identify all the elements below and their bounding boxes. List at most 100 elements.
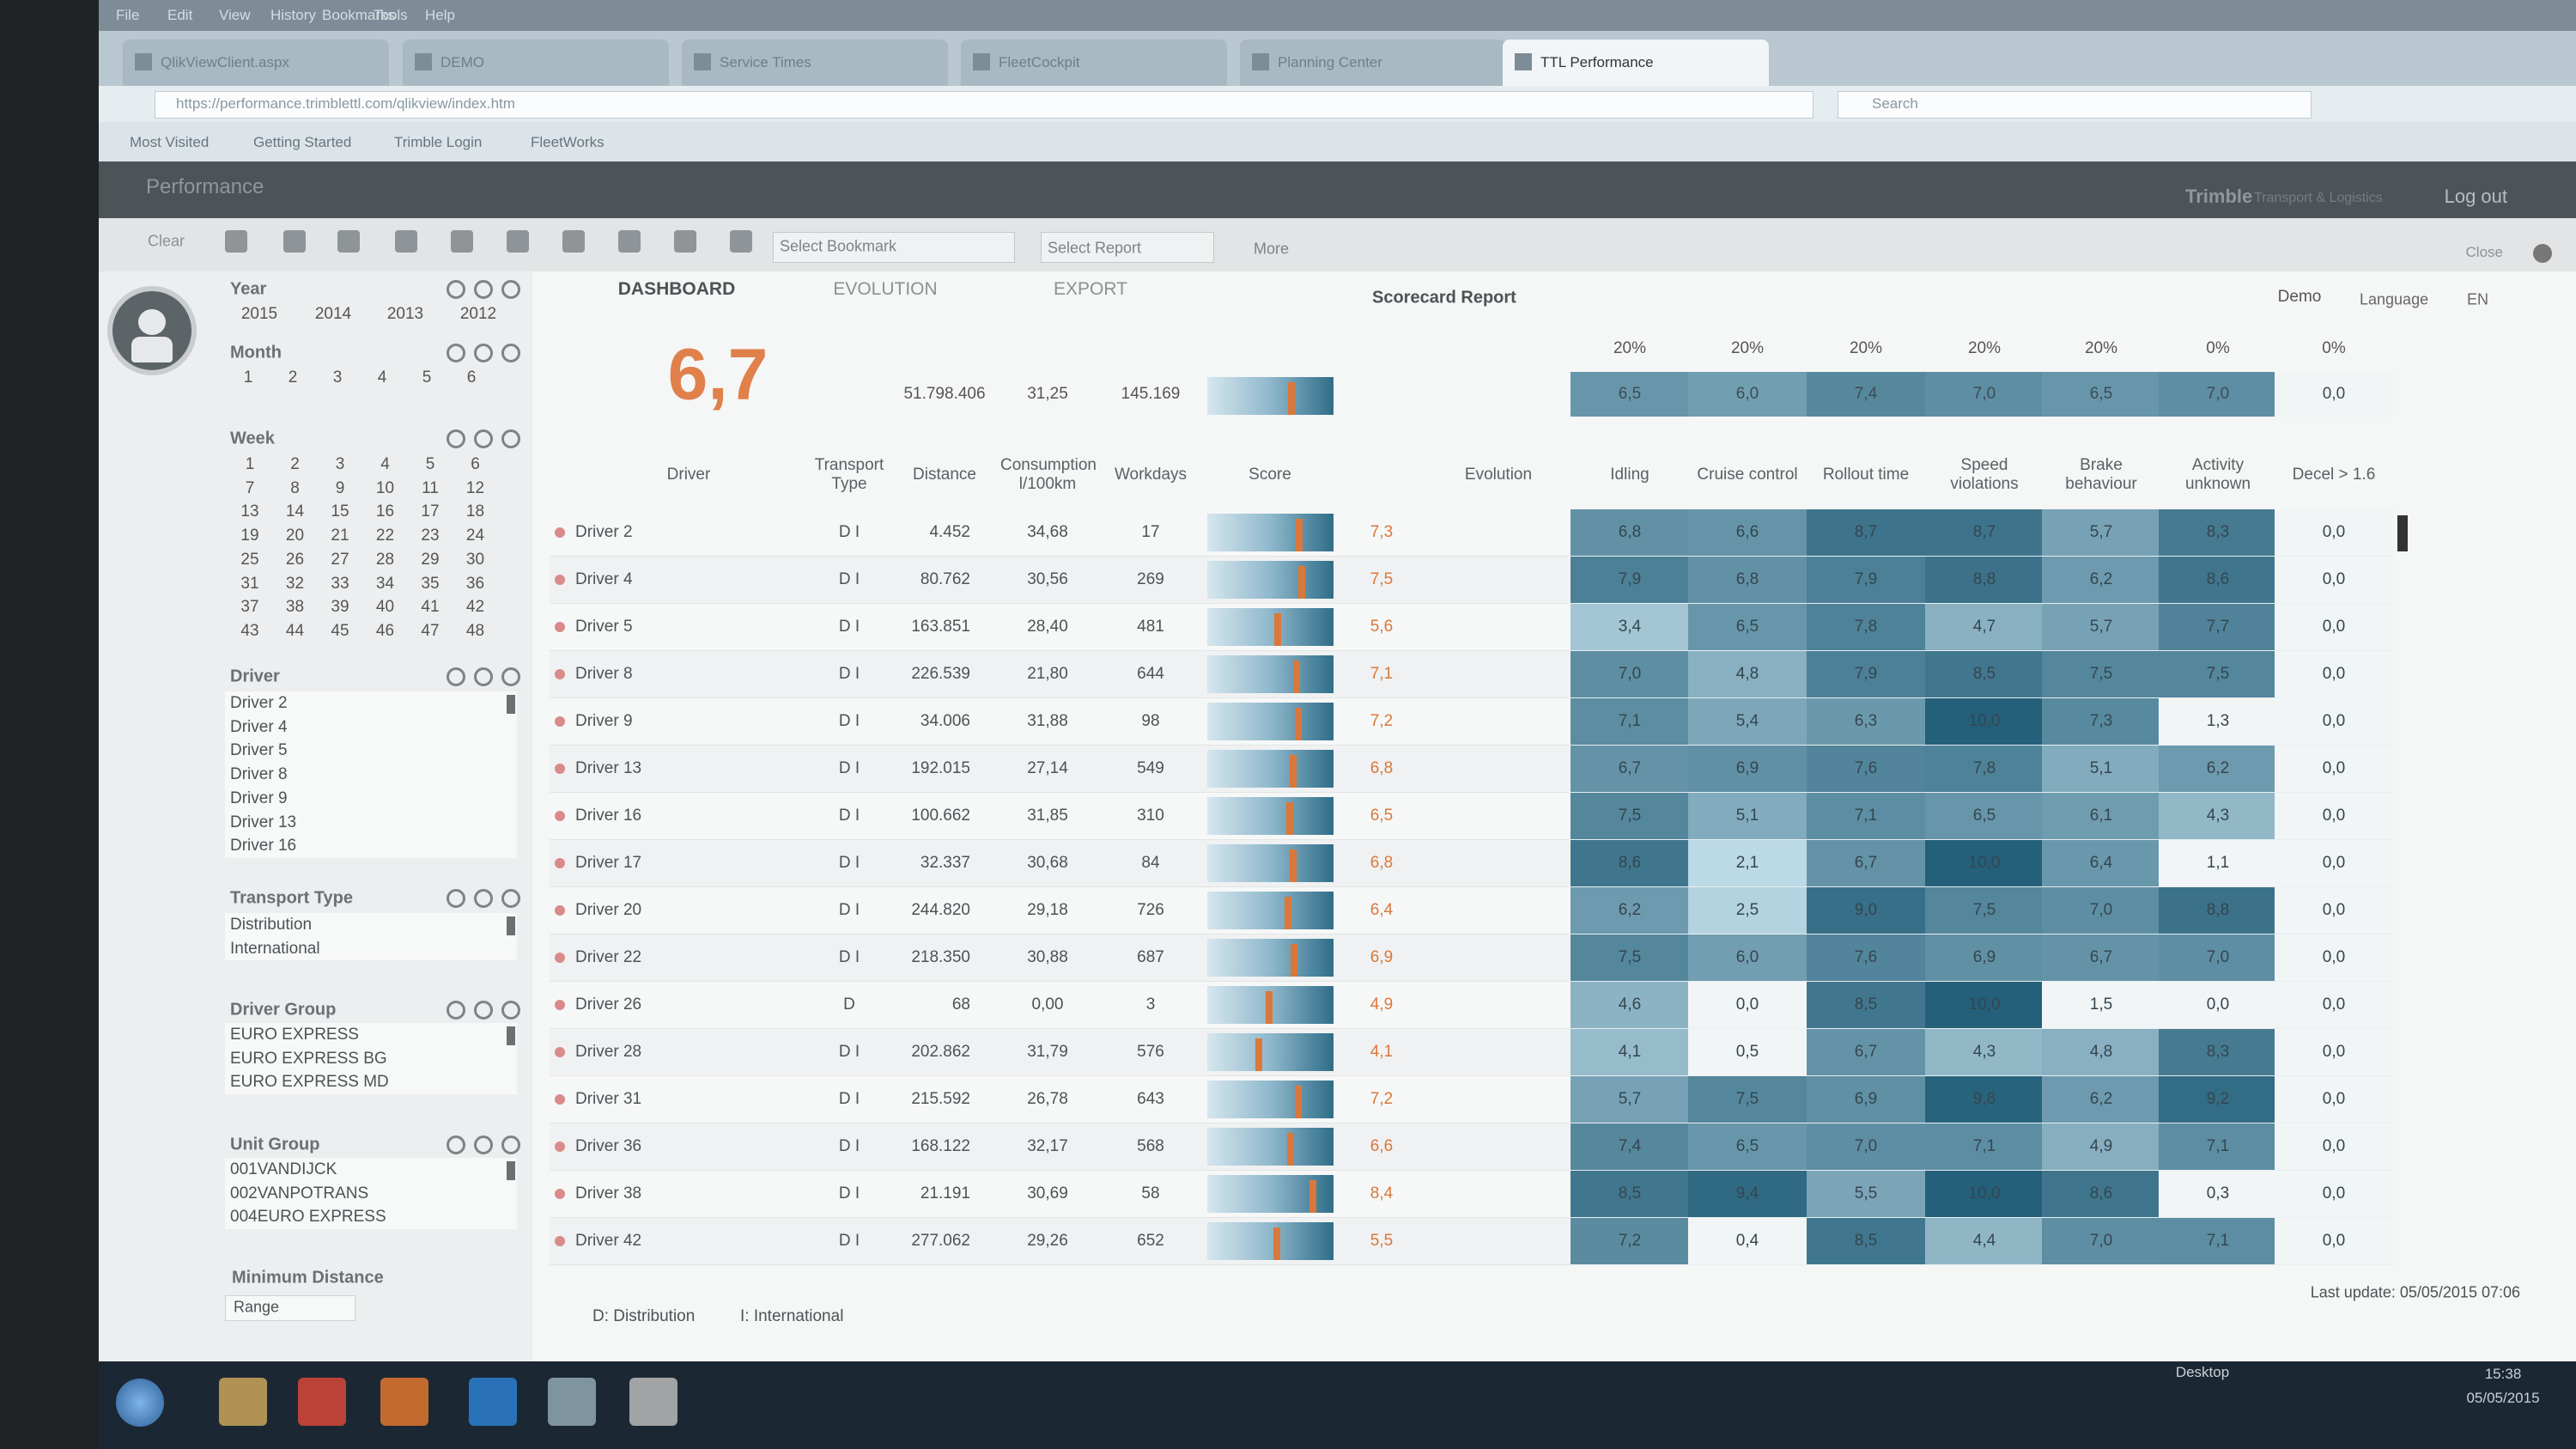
report-select[interactable] [1041,232,1214,263]
tab-label[interactable]: TTL Performance [1540,54,1654,70]
taskbar-app[interactable] [629,1378,677,1426]
year-item[interactable]: 2012 [459,305,497,323]
toolbar-icon[interactable] [337,230,360,253]
week-item[interactable]: 46 [375,621,395,640]
week-item[interactable]: 2 [290,455,300,473]
driver-name[interactable]: Driver 2 [575,523,633,541]
week-item[interactable]: 42 [465,598,485,617]
week-item[interactable]: 10 [375,478,395,497]
menu-item[interactable]: File [116,7,140,23]
filter-icon[interactable] [474,280,493,299]
toolbar-icon[interactable] [674,230,696,253]
week-item[interactable]: 41 [421,598,440,617]
start-button[interactable] [116,1379,164,1427]
week-item[interactable]: 23 [421,527,440,545]
week-item[interactable]: 40 [375,598,395,617]
filter-icon[interactable] [447,280,465,299]
week-item[interactable]: 27 [331,550,349,569]
week-item[interactable]: 16 [375,502,395,521]
week-item[interactable]: 15 [331,502,349,521]
week-item[interactable]: 18 [465,502,485,521]
browser-tab[interactable] [961,40,1227,86]
clock-time[interactable]: 15:38 [2484,1366,2522,1382]
month-item[interactable]: 3 [332,368,343,387]
filter-icon[interactable] [501,889,520,908]
menu-item[interactable]: History [270,7,316,23]
filter-icon[interactable] [447,1001,465,1020]
week-item[interactable]: 34 [375,574,395,593]
week-item[interactable]: 7 [245,478,255,497]
week-item[interactable]: 25 [240,550,259,569]
list-item[interactable]: Driver 13 [230,813,297,831]
toolbar-icon[interactable] [618,230,641,253]
week-item[interactable]: 43 [240,621,259,640]
toolbar-icon[interactable] [225,230,247,253]
month-item[interactable]: 5 [422,368,432,387]
week-item[interactable]: 6 [471,455,480,473]
week-item[interactable]: 19 [240,527,259,545]
filter-icon[interactable] [501,667,520,686]
close-button[interactable]: Close [2465,244,2503,260]
tab-label[interactable]: FleetCockpit [999,54,1080,70]
tab-label[interactable]: QlikViewClient.aspx [161,54,289,70]
report-select-label[interactable]: Select Report [1048,239,1142,257]
clock-date[interactable]: 05/05/2015 [2466,1390,2540,1406]
year-item[interactable]: 2014 [314,305,352,323]
filter-icon[interactable] [474,344,493,362]
week-item[interactable]: 37 [240,598,259,617]
filter-icon[interactable] [447,429,465,448]
tab-label[interactable]: Service Times [720,54,811,70]
week-item[interactable]: 1 [245,455,255,473]
driver-name[interactable]: Driver 26 [575,995,642,1014]
filter-icon[interactable] [474,1135,493,1154]
filter-icon[interactable] [447,667,465,686]
driver-name[interactable]: Driver 4 [575,570,633,588]
dashboard-tab[interactable]: EVOLUTION [833,279,938,299]
year-item[interactable]: 2015 [240,305,278,323]
browser-tab[interactable] [123,40,389,86]
more-button[interactable]: More [1254,240,1290,258]
driver-name[interactable]: Driver 13 [575,759,642,777]
filter-icon[interactable] [474,1001,493,1020]
browser-tab[interactable] [1503,40,1769,86]
list-item[interactable]: Driver 16 [230,837,297,855]
bookmark-select-label[interactable]: Select Bookmark [780,237,897,255]
week-item[interactable]: 13 [240,502,259,521]
driver-name[interactable]: Driver 36 [575,1137,642,1155]
filter-icon[interactable] [447,1135,465,1154]
driver-name[interactable]: Driver 8 [575,665,633,683]
list-item[interactable]: 002VANPOTRANS [230,1184,369,1202]
list-item[interactable]: Driver 8 [230,765,288,784]
taskbar-app[interactable] [380,1378,428,1426]
driver-name[interactable]: Driver 20 [575,901,642,919]
toolbar-icon[interactable] [730,230,752,253]
taskbar-app[interactable] [298,1378,346,1426]
bookmark[interactable]: Trimble Login [394,134,483,150]
week-item[interactable]: 35 [421,574,440,593]
week-item[interactable]: 47 [421,621,440,640]
list-item[interactable]: Distribution [230,916,313,934]
driver-name[interactable]: Driver 42 [575,1232,642,1250]
week-item[interactable]: 45 [331,621,349,640]
driver-name[interactable]: Driver 31 [575,1090,642,1108]
list-item[interactable]: Driver 9 [230,788,288,807]
month-item[interactable]: 1 [243,368,253,387]
week-item[interactable]: 32 [285,574,305,593]
driver-name[interactable]: Driver 17 [575,854,642,872]
toolbar-icon[interactable] [562,230,585,253]
filter-icon[interactable] [447,344,465,362]
close-icon[interactable] [2533,244,2552,263]
filter-icon[interactable] [501,429,520,448]
list-item[interactable]: EURO EXPRESS [230,1026,359,1044]
filter-icon[interactable] [501,344,520,362]
week-item[interactable]: 22 [375,527,395,545]
list-item[interactable]: Driver 4 [230,717,288,736]
week-item[interactable]: 38 [285,598,305,617]
language[interactable]: EN [2467,290,2489,308]
week-item[interactable]: 8 [290,478,300,497]
week-item[interactable]: 14 [285,502,305,521]
filter-icon[interactable] [474,429,493,448]
week-item[interactable]: 26 [285,550,305,569]
list-item[interactable]: International [230,939,320,958]
tab-label[interactable]: Planning Center [1278,54,1382,70]
